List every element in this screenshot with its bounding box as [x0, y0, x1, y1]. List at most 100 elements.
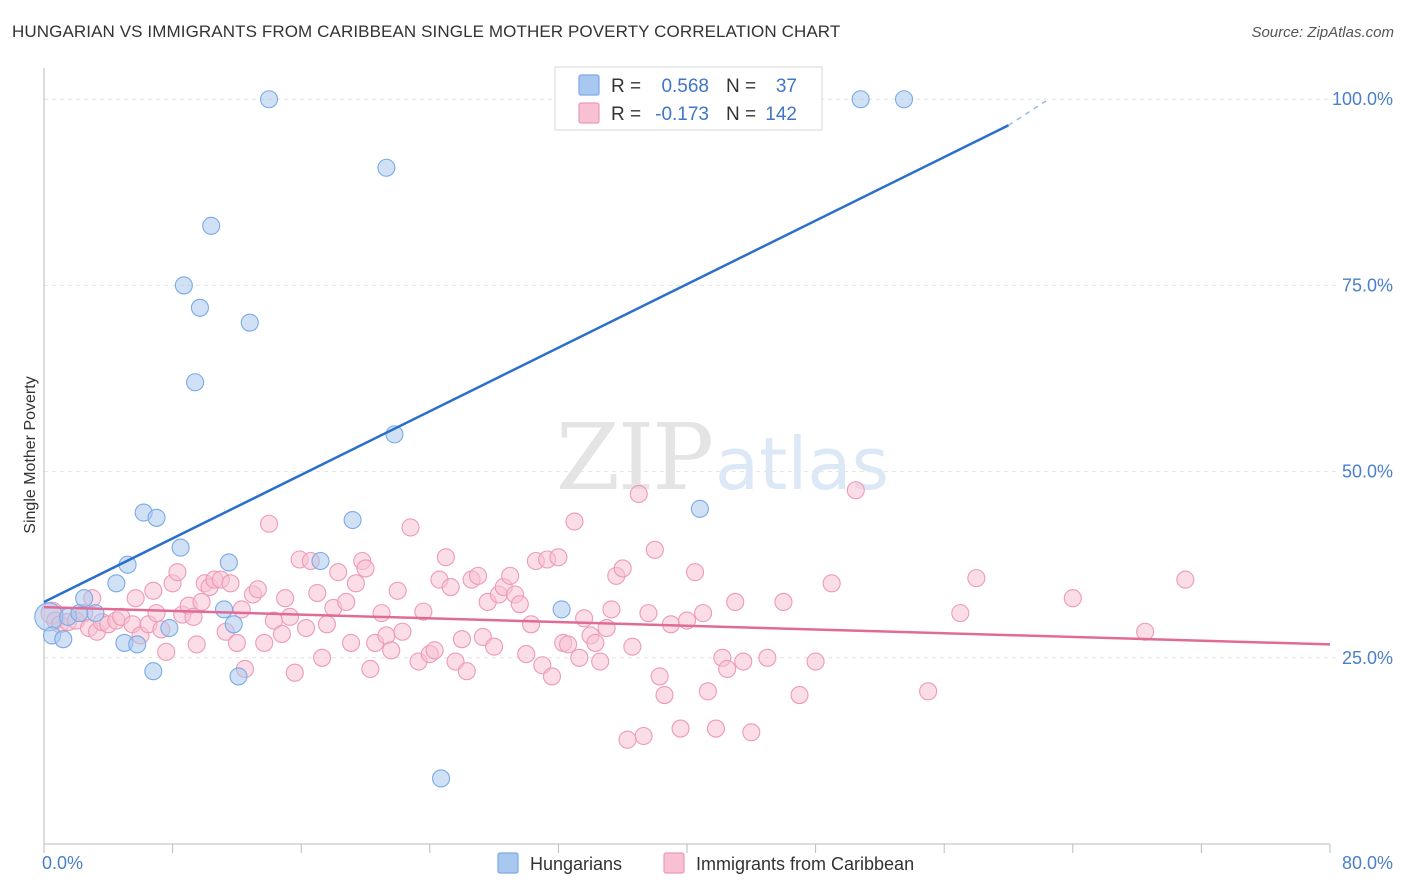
hungarian-point: [174, 276, 193, 295]
caribbean-point: [296, 618, 316, 638]
hungarian-point: [171, 538, 190, 557]
caribbean-point: [452, 630, 472, 649]
caribbean-point: [639, 604, 658, 623]
hungarian-point: [343, 510, 362, 530]
caribbean-point: [570, 648, 589, 667]
caribbean-point: [522, 615, 541, 634]
caribbean-point: [671, 719, 690, 738]
stats-r-label: R =: [611, 104, 641, 125]
caribbean-point: [388, 581, 407, 600]
hungarian-point: [147, 508, 166, 527]
hungarian-point: [224, 615, 243, 634]
caribbean-point: [468, 566, 488, 585]
stats-swatch: [578, 74, 600, 96]
series-caribbean-points: [40, 481, 1195, 749]
caribbean-point: [501, 566, 520, 585]
legend-swatch-caribbean: [663, 852, 685, 874]
legend-label-caribbean: Immigrants from Caribbean: [696, 854, 914, 874]
stats-r-label: R =: [611, 76, 641, 97]
caribbean-point: [790, 685, 809, 705]
caribbean-point: [232, 600, 251, 619]
caribbean-point: [401, 518, 420, 537]
caribbean-point: [227, 633, 246, 652]
stats-n-value: 142: [765, 104, 797, 125]
caribbean-point: [586, 633, 605, 652]
hungarians-trend-line: [43, 124, 1010, 604]
hungarian-point: [552, 600, 571, 619]
caribbean-point: [313, 648, 332, 667]
hungarian-point: [377, 158, 396, 177]
legend-label-hungarians: Hungarians: [530, 854, 622, 874]
caribbean-point: [337, 592, 356, 612]
y-tick-label: 25.0%: [1342, 648, 1393, 668]
stats-n-label: N =: [726, 76, 756, 97]
caribbean-point: [706, 719, 725, 738]
caribbean-point: [613, 559, 632, 578]
caribbean-point: [645, 540, 664, 559]
hungarian-point: [86, 604, 105, 623]
caribbean-point: [1176, 570, 1195, 589]
caribbean-point: [967, 569, 986, 588]
caribbean-point: [806, 652, 825, 671]
hungarian-point: [202, 216, 221, 235]
caribbean-point: [655, 685, 674, 705]
caribbean-point: [272, 624, 291, 644]
caribbean-point: [280, 607, 299, 626]
caribbean-point: [341, 633, 361, 652]
caribbean-point: [276, 589, 295, 608]
caribbean-point: [255, 633, 274, 652]
caribbean-point: [308, 583, 327, 603]
stats-r-value: -0.173: [655, 104, 709, 125]
caribbean-point: [629, 484, 648, 504]
caribbean-point: [147, 604, 166, 623]
hungarian-point: [144, 662, 163, 681]
caribbean-trend-line: [43, 605, 1331, 646]
caribbean-point: [634, 726, 653, 746]
caribbean-point: [126, 589, 145, 608]
caribbean-point: [356, 559, 375, 578]
legend: Hungarians Immigrants from Caribbean: [497, 852, 914, 874]
caribbean-point: [698, 682, 717, 701]
caribbean-point: [317, 615, 336, 634]
hungarian-point: [259, 90, 279, 109]
caribbean-point: [685, 563, 705, 582]
stats-n-value: 37: [776, 76, 797, 97]
caribbean-point: [951, 604, 970, 623]
caribbean-point: [441, 578, 460, 597]
caribbean-point: [510, 595, 529, 614]
hungarian-point: [160, 618, 179, 638]
caribbean-point: [457, 662, 476, 681]
hungarian-point: [894, 90, 914, 109]
caribbean-point: [187, 635, 206, 654]
caribbean-point: [542, 667, 562, 686]
caribbean-point: [361, 659, 380, 679]
caribbean-point: [192, 592, 211, 612]
caribbean-point: [822, 574, 841, 593]
hungarian-point: [190, 298, 209, 317]
hungarian-point: [432, 769, 451, 788]
x-tick-label-max: 80.0%: [1342, 853, 1393, 873]
caribbean-point: [382, 641, 401, 660]
caribbean-point: [436, 548, 455, 567]
caribbean-point: [565, 512, 584, 531]
hungarian-point: [128, 635, 147, 654]
stats-r-value: 0.568: [661, 76, 709, 97]
caribbean-point: [259, 514, 279, 533]
caribbean-point: [285, 663, 304, 682]
caribbean-point: [718, 659, 737, 679]
caribbean-point: [602, 600, 621, 619]
y-tick-label: 50.0%: [1342, 462, 1393, 482]
caribbean-point: [846, 481, 865, 500]
caribbean-point: [575, 609, 594, 628]
caribbean-point: [758, 648, 777, 667]
hungarian-point: [851, 90, 870, 109]
x-tick-label-min: 0.0%: [42, 853, 83, 873]
caribbean-point: [734, 652, 753, 671]
caribbean-point: [742, 723, 761, 742]
caribbean-point: [329, 563, 348, 582]
caribbean-point: [1063, 589, 1082, 608]
hungarian-point: [219, 553, 238, 572]
caribbean-point: [549, 548, 568, 567]
caribbean-point: [558, 635, 578, 654]
caribbean-point: [144, 581, 163, 600]
